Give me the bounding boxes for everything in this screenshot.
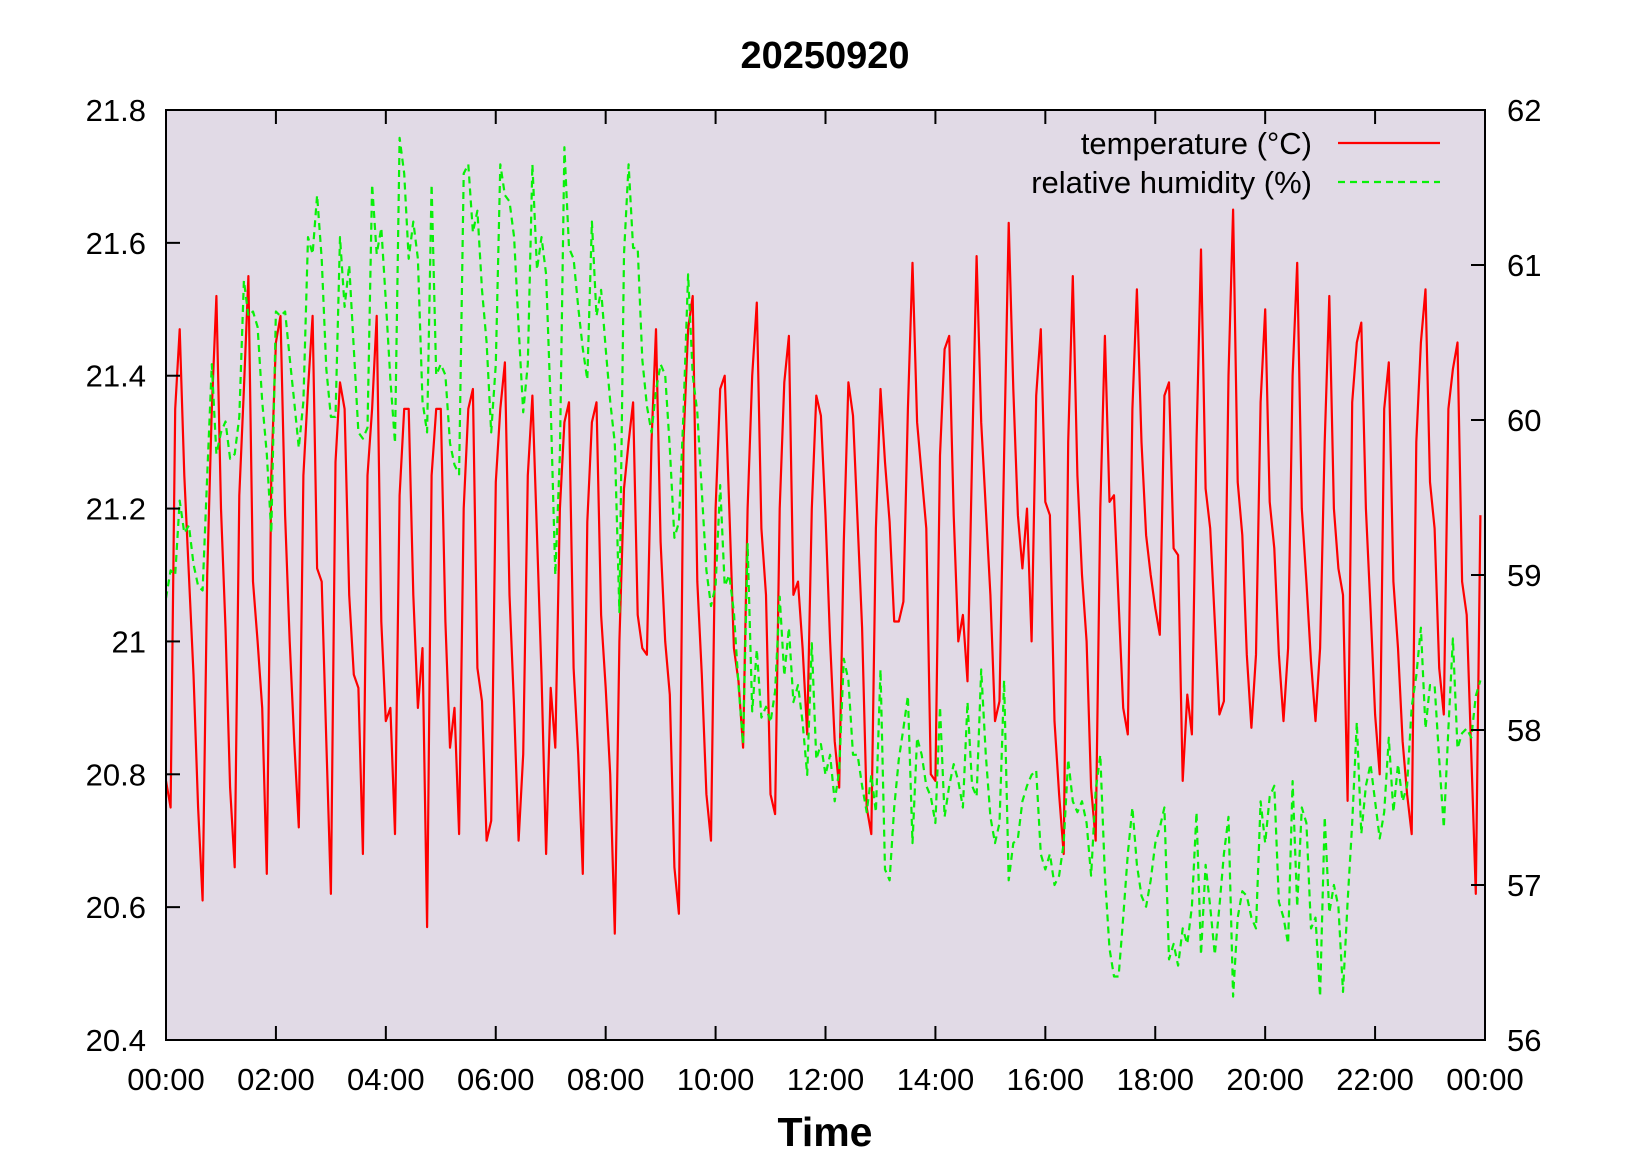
- y2-tick-label: 57: [1507, 868, 1541, 903]
- y-tick-label: 21.6: [86, 226, 146, 261]
- humidity-line: [164, 136, 1482, 998]
- plot-area: [166, 110, 1485, 1040]
- x-tick-label: 18:00: [1116, 1062, 1194, 1097]
- y2-tick-label: 61: [1507, 248, 1541, 283]
- x-tick-label: 00:00: [127, 1062, 205, 1097]
- x-tick-label: 12:00: [787, 1062, 865, 1097]
- temperature-line: [164, 208, 1482, 935]
- y2-tick-label: 62: [1507, 93, 1541, 128]
- y-tick-label: 21.8: [86, 93, 146, 128]
- axes-layer: 00:00 02:00 04:00 06:00 08:00 10:00 12:00 14:00…: [86, 93, 1542, 1097]
- y-tick-label: 20.6: [86, 890, 146, 925]
- x-tick-label: 04:00: [347, 1062, 425, 1097]
- y-tick-label: 20.4: [86, 1023, 146, 1058]
- y2-tick-label: 56: [1507, 1023, 1541, 1058]
- x-tick-label: 16:00: [1007, 1062, 1085, 1097]
- y2-tick-label: 59: [1507, 558, 1541, 593]
- y-tick-label: 21: [112, 624, 146, 659]
- x-tick-label: 02:00: [237, 1062, 315, 1097]
- legend: temperature (°C) relative humidity (%): [1031, 126, 1440, 200]
- x-tick-label: 10:00: [677, 1062, 755, 1097]
- legend-label-humidity: relative humidity (%): [1031, 165, 1312, 200]
- series-layer: [164, 136, 1482, 998]
- x-tick-label: 00:00: [1446, 1062, 1524, 1097]
- x-axis-title: Time: [778, 1109, 873, 1155]
- chart-title: 20250920: [740, 35, 909, 77]
- y-tick-label: 20.8: [86, 757, 146, 792]
- x-tick-label: 06:00: [457, 1062, 535, 1097]
- y2-tick-label: 60: [1507, 403, 1541, 438]
- x-tick-label: 14:00: [897, 1062, 975, 1097]
- x-tick-label: 22:00: [1336, 1062, 1414, 1097]
- x-tick-label: 20:00: [1226, 1062, 1304, 1097]
- y-tick-label: 21.4: [86, 359, 146, 394]
- x-tick-label: 08:00: [567, 1062, 645, 1097]
- legend-label-temperature: temperature (°C): [1081, 126, 1312, 161]
- y2-tick-label: 58: [1507, 713, 1541, 748]
- y-tick-label: 21.2: [86, 492, 146, 527]
